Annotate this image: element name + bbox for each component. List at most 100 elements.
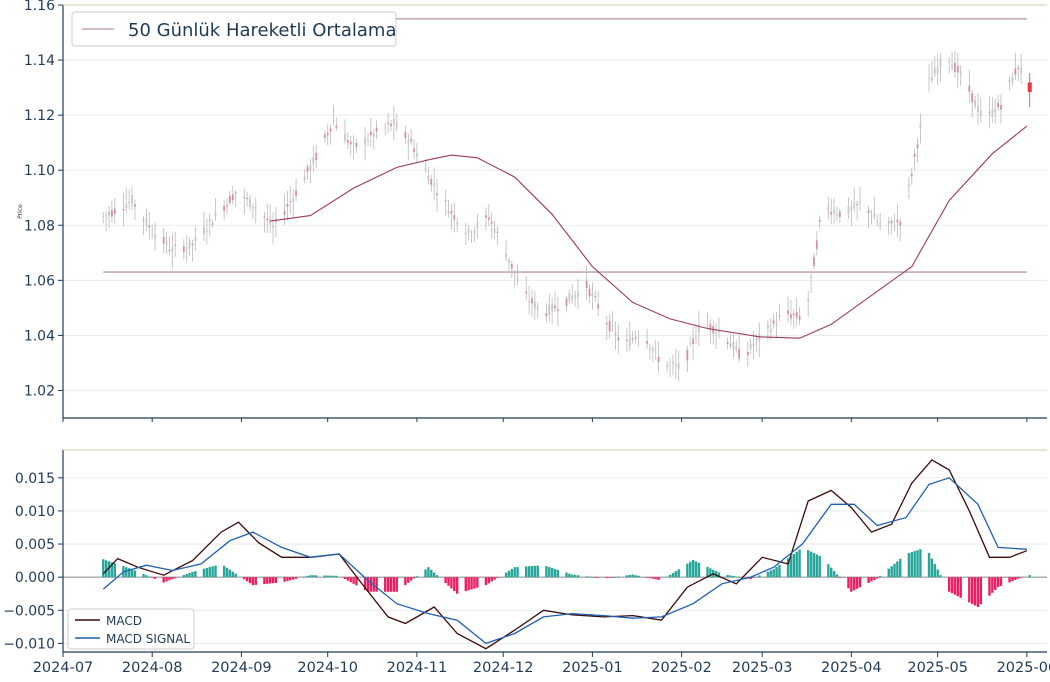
macd-histogram-bar bbox=[389, 577, 393, 592]
candle-body bbox=[772, 320, 775, 324]
macd-histogram-bar bbox=[395, 577, 398, 592]
macd-histogram-bar bbox=[430, 569, 433, 578]
candle-body bbox=[936, 67, 939, 74]
macd-histogram-bar bbox=[605, 577, 608, 579]
candle-body bbox=[214, 212, 217, 216]
macd-histogram-bar bbox=[473, 577, 476, 589]
candle-body bbox=[787, 310, 789, 315]
candle-body bbox=[813, 257, 815, 266]
candle-body bbox=[289, 201, 292, 203]
candle-body bbox=[657, 356, 660, 363]
macd-histogram-bar bbox=[608, 577, 611, 578]
candle-body bbox=[134, 204, 136, 207]
candle-body bbox=[749, 343, 752, 349]
macd-histogram-bar bbox=[369, 577, 373, 592]
macd-histogram-bar bbox=[950, 577, 954, 594]
macd-histogram-bar bbox=[991, 577, 994, 593]
candle-body bbox=[105, 215, 108, 217]
candle-body bbox=[1000, 105, 1002, 110]
candle-body bbox=[790, 314, 792, 319]
candle-body bbox=[631, 338, 634, 340]
macd-histogram-bar bbox=[133, 570, 137, 578]
macd-histogram-bar bbox=[686, 563, 689, 578]
macd-histogram-bar bbox=[919, 549, 922, 578]
macd-tick-label: 0.000 bbox=[15, 570, 55, 586]
macd-histogram-bar bbox=[104, 560, 108, 578]
candle-body bbox=[669, 363, 671, 365]
candle-body bbox=[833, 210, 835, 214]
macd-histogram-bar bbox=[185, 573, 188, 578]
macd-histogram-bar bbox=[507, 570, 511, 578]
macd-histogram-bar bbox=[352, 577, 355, 584]
macd-histogram-bar bbox=[568, 573, 571, 578]
candle-body bbox=[899, 221, 902, 226]
candle-body bbox=[226, 204, 228, 208]
candle-body bbox=[979, 110, 982, 117]
macd-histogram-bar bbox=[550, 568, 554, 578]
macd-histogram-bar bbox=[271, 577, 275, 584]
date-tick-label: 2025-01 bbox=[562, 660, 623, 676]
macd-histogram-bar bbox=[654, 577, 657, 580]
candle-body bbox=[637, 336, 640, 338]
candle-body bbox=[746, 352, 749, 356]
candle-body bbox=[605, 322, 608, 325]
macd-histogram-bar bbox=[447, 577, 450, 586]
candle-body bbox=[125, 204, 128, 208]
candle-body bbox=[533, 301, 536, 309]
candle-body bbox=[1014, 68, 1017, 75]
macd-histogram-bar bbox=[832, 571, 836, 578]
candle-body bbox=[574, 294, 577, 297]
macd-histogram-bar bbox=[343, 577, 347, 580]
candle-body bbox=[254, 207, 257, 209]
candle-body bbox=[726, 342, 729, 344]
macd-histogram-bar bbox=[556, 569, 560, 578]
candle-body bbox=[323, 134, 326, 138]
macd-histogram-bar bbox=[407, 577, 410, 583]
candle-body bbox=[203, 227, 205, 235]
macd-histogram-bar bbox=[835, 574, 839, 578]
macd-histogram-bar bbox=[1028, 575, 1031, 578]
candle-body bbox=[591, 293, 594, 297]
macd-signal-legend-label: MACD SIGNAL bbox=[106, 632, 190, 646]
macd-histogram-bar bbox=[789, 556, 793, 578]
macd-histogram-bar bbox=[614, 576, 617, 578]
macd-histogram-bar bbox=[306, 575, 309, 578]
macd-histogram-bar bbox=[248, 577, 252, 584]
macd-histogram-bar bbox=[332, 575, 335, 578]
candle-body bbox=[108, 212, 110, 215]
date-tick-label: 2024-07 bbox=[33, 660, 94, 676]
macd-histogram-bar bbox=[188, 572, 191, 578]
candle-body bbox=[758, 333, 761, 342]
macd-tick-label: −0.010 bbox=[3, 636, 55, 652]
macd-histogram-bar bbox=[878, 576, 882, 578]
candle-body bbox=[390, 123, 392, 127]
candle-body bbox=[646, 341, 648, 344]
candle-body bbox=[249, 198, 251, 208]
price-tick-label: 1.04 bbox=[24, 328, 55, 344]
macd-histogram-bar bbox=[211, 566, 214, 578]
candle-body bbox=[205, 230, 208, 233]
macd-histogram-bar bbox=[752, 577, 755, 578]
candle-body bbox=[628, 337, 631, 346]
candle-body bbox=[102, 216, 105, 218]
candle-body bbox=[1011, 77, 1014, 83]
candle-body bbox=[467, 228, 470, 234]
candle-body bbox=[367, 139, 369, 141]
macd-histogram-bar bbox=[772, 569, 775, 578]
candle-body bbox=[493, 228, 496, 234]
macd-histogram-bar bbox=[709, 568, 712, 578]
candle-body bbox=[505, 253, 507, 258]
candle-body bbox=[113, 208, 116, 215]
candle-body bbox=[951, 64, 953, 69]
macd-histogram-bar bbox=[266, 577, 269, 584]
candle-body bbox=[931, 77, 933, 81]
macd-histogram-bar bbox=[148, 576, 151, 578]
macd-histogram-bar bbox=[671, 573, 675, 578]
price-tick-label: 1.14 bbox=[24, 53, 55, 69]
candle-body bbox=[873, 212, 876, 218]
candle-body bbox=[732, 341, 735, 350]
candle-body bbox=[879, 222, 882, 225]
candle-body bbox=[309, 164, 312, 171]
macd-histogram-bar bbox=[999, 577, 1003, 586]
macd-histogram-bar bbox=[758, 575, 761, 578]
